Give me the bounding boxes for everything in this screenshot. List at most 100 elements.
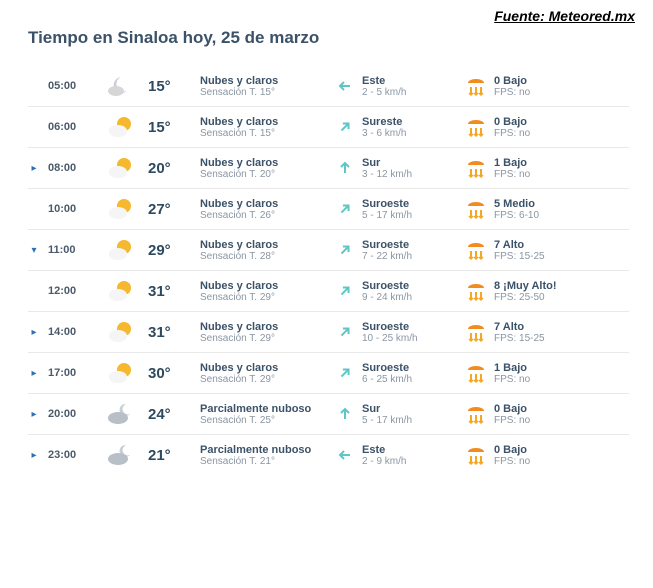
wind-arrow-icon <box>334 241 356 259</box>
weather-icon <box>100 401 142 427</box>
condition-text: Nubes y claros <box>200 116 328 128</box>
wind-speed: 10 - 25 km/h <box>362 333 458 344</box>
uv-icon <box>464 321 488 343</box>
wind-info: Suroeste 10 - 25 km/h <box>362 321 458 344</box>
uv-level: 8 ¡Muy Alto! <box>494 280 584 292</box>
temperature: 27° <box>148 201 194 218</box>
wind-direction: Suroeste <box>362 198 458 210</box>
forecast-row[interactable]: 12:00 31° Nubes y claros Sensación T. 29… <box>28 271 629 312</box>
temperature: 20° <box>148 160 194 177</box>
weather-icon <box>100 114 142 140</box>
wind-direction: Suroeste <box>362 280 458 292</box>
temperature: 15° <box>148 78 194 95</box>
wind-speed: 9 - 24 km/h <box>362 292 458 303</box>
condition: Nubes y claros Sensación T. 15° <box>200 75 328 98</box>
weather-icon <box>100 237 142 263</box>
forecast-row[interactable]: ▸ 23:00 21° Parcialmente nuboso Sensació… <box>28 435 629 475</box>
condition-text: Nubes y claros <box>200 321 328 333</box>
hour-label: 06:00 <box>48 121 94 133</box>
uv-level: 0 Bajo <box>494 444 584 456</box>
forecast-row[interactable]: ▸ 20:00 24° Parcialmente nuboso Sensació… <box>28 394 629 435</box>
wind-direction: Sureste <box>362 116 458 128</box>
feels-like: Sensación T. 20° <box>200 169 328 180</box>
wind-arrow-icon <box>334 200 356 218</box>
wind-arrow-icon <box>334 446 356 464</box>
expander-icon[interactable]: ▸ <box>28 450 40 461</box>
uv-fps: FPS: 15-25 <box>494 251 584 262</box>
uv-icon <box>464 444 488 466</box>
wind-direction: Suroeste <box>362 362 458 374</box>
hour-label: 05:00 <box>48 80 94 92</box>
uv-level: 1 Bajo <box>494 157 584 169</box>
forecast-row[interactable]: ▸ 14:00 31° Nubes y claros Sensación T. … <box>28 312 629 353</box>
condition-text: Nubes y claros <box>200 280 328 292</box>
weather-icon <box>100 360 142 386</box>
wind-arrow-icon <box>334 282 356 300</box>
uv-level: 7 Alto <box>494 321 584 333</box>
wind-speed: 3 - 12 km/h <box>362 169 458 180</box>
temperature: 24° <box>148 406 194 423</box>
uv-info: 0 Bajo FPS: no <box>494 403 584 426</box>
wind-speed: 3 - 6 km/h <box>362 128 458 139</box>
wind-arrow-icon <box>334 364 356 382</box>
page-title: Tiempo en Sinaloa hoy, 25 de marzo <box>28 28 629 48</box>
forecast-row[interactable]: 06:00 15° Nubes y claros Sensación T. 15… <box>28 107 629 148</box>
expander-icon[interactable]: ▸ <box>28 409 40 420</box>
forecast-row[interactable]: ▸ 08:00 20° Nubes y claros Sensación T. … <box>28 148 629 189</box>
expander-icon[interactable]: ▸ <box>28 327 40 338</box>
hour-label: 23:00 <box>48 449 94 461</box>
wind-speed: 6 - 25 km/h <box>362 374 458 385</box>
hour-label: 11:00 <box>48 244 94 256</box>
wind-info: Sureste 3 - 6 km/h <box>362 116 458 139</box>
uv-icon <box>464 362 488 384</box>
wind-arrow-icon <box>334 323 356 341</box>
forecast-row[interactable]: ▾ 11:00 29° Nubes y claros Sensación T. … <box>28 230 629 271</box>
temperature: 30° <box>148 365 194 382</box>
weather-icon <box>100 278 142 304</box>
uv-level: 0 Bajo <box>494 403 584 415</box>
hour-label: 10:00 <box>48 203 94 215</box>
forecast-row[interactable]: 05:00 15° Nubes y claros Sensación T. 15… <box>28 66 629 107</box>
wind-arrow-icon <box>334 405 356 423</box>
feels-like: Sensación T. 29° <box>200 374 328 385</box>
temperature: 15° <box>148 119 194 136</box>
weather-icon <box>100 155 142 181</box>
condition: Nubes y claros Sensación T. 20° <box>200 157 328 180</box>
forecast-rows: 05:00 15° Nubes y claros Sensación T. 15… <box>28 66 629 475</box>
wind-info: Suroeste 6 - 25 km/h <box>362 362 458 385</box>
wind-info: Este 2 - 9 km/h <box>362 444 458 467</box>
forecast-container: Tiempo en Sinaloa hoy, 25 de marzo 05:00… <box>0 0 653 487</box>
forecast-row[interactable]: 10:00 27° Nubes y claros Sensación T. 26… <box>28 189 629 230</box>
uv-info: 5 Medio FPS: 6-10 <box>494 198 584 221</box>
expander-icon[interactable]: ▾ <box>28 245 40 256</box>
temperature: 29° <box>148 242 194 259</box>
uv-fps: FPS: no <box>494 128 584 139</box>
feels-like: Sensación T. 21° <box>200 456 328 467</box>
wind-direction: Sur <box>362 157 458 169</box>
uv-fps: FPS: 25-50 <box>494 292 584 303</box>
hour-label: 08:00 <box>48 162 94 174</box>
expander-icon[interactable]: ▸ <box>28 368 40 379</box>
temperature: 21° <box>148 447 194 464</box>
wind-arrow-icon <box>334 159 356 177</box>
uv-info: 7 Alto FPS: 15-25 <box>494 239 584 262</box>
uv-info: 0 Bajo FPS: no <box>494 444 584 467</box>
uv-icon <box>464 280 488 302</box>
hour-label: 20:00 <box>48 408 94 420</box>
feels-like: Sensación T. 29° <box>200 333 328 344</box>
condition-text: Nubes y claros <box>200 239 328 251</box>
uv-icon <box>464 157 488 179</box>
condition-text: Nubes y claros <box>200 362 328 374</box>
wind-arrow-icon <box>334 77 356 95</box>
expander-icon[interactable]: ▸ <box>28 163 40 174</box>
uv-fps: FPS: no <box>494 415 584 426</box>
uv-fps: FPS: no <box>494 169 584 180</box>
uv-fps: FPS: 6-10 <box>494 210 584 221</box>
condition-text: Nubes y claros <box>200 157 328 169</box>
condition: Nubes y claros Sensación T. 29° <box>200 280 328 303</box>
uv-icon <box>464 198 488 220</box>
forecast-row[interactable]: ▸ 17:00 30° Nubes y claros Sensación T. … <box>28 353 629 394</box>
feels-like: Sensación T. 29° <box>200 292 328 303</box>
temperature: 31° <box>148 283 194 300</box>
wind-info: Suroeste 7 - 22 km/h <box>362 239 458 262</box>
